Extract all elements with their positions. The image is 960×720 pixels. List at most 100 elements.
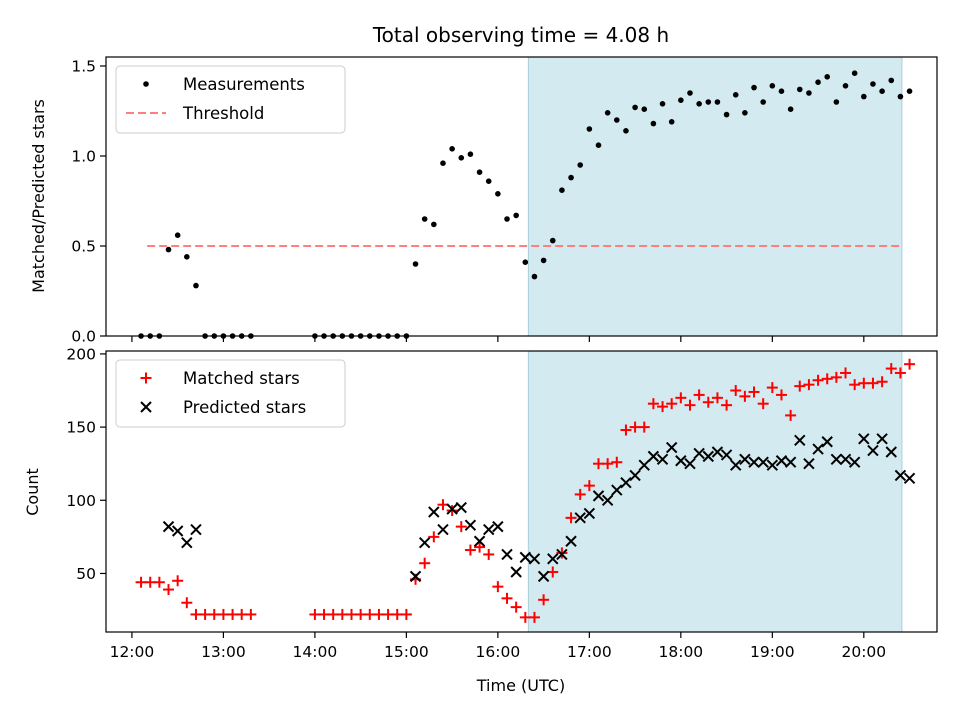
bottom-predicted-point <box>903 472 916 485</box>
bottom-matched-point <box>675 392 687 404</box>
bottom-legend-entry: Matched stars <box>140 369 300 388</box>
bottom-predicted-point <box>583 507 596 520</box>
top-point <box>586 126 593 132</box>
bottom-predicted-point <box>848 456 861 468</box>
bottom-matched-point <box>163 584 175 596</box>
bottom-predicted-point <box>519 551 532 564</box>
bottom-matched-point <box>894 367 906 379</box>
bottom-matched-point <box>181 597 193 609</box>
top-point <box>549 237 556 244</box>
bottom-matched-point <box>538 594 550 606</box>
top-point <box>632 104 638 111</box>
bottom-matched-point <box>602 458 614 470</box>
bottom-predicted-point <box>775 455 788 467</box>
top-series-0 <box>138 70 913 339</box>
bottom-x-tick-label: 17:00 <box>567 643 612 661</box>
top-legend-label: Measurements <box>183 75 305 94</box>
top-point <box>861 93 867 100</box>
bottom-y-tick-label: 50 <box>76 565 96 583</box>
bottom-y-tick-label: 200 <box>66 345 96 363</box>
top-point <box>623 128 629 134</box>
top-point <box>824 74 831 80</box>
bottom-x-tick-label: 13:00 <box>201 643 246 661</box>
top-y-tick-label: 0.0 <box>71 328 96 346</box>
top-point <box>714 99 721 105</box>
bottom-matched-point <box>739 390 751 402</box>
bottom-predicted-point <box>784 456 797 468</box>
bottom-predicted-point <box>547 553 559 565</box>
bottom-y-tick-label: 150 <box>66 419 96 437</box>
bottom-matched-point <box>885 363 897 375</box>
bottom-predicted-point <box>574 512 586 524</box>
bottom-predicted-point <box>592 490 605 502</box>
top-point <box>431 221 437 228</box>
bottom-matched-point <box>464 544 476 556</box>
bottom-x-tick-label: 14:00 <box>293 643 338 661</box>
top-point <box>732 92 739 98</box>
bottom-predicted-point <box>510 566 522 578</box>
top-point <box>568 174 574 181</box>
top-point <box>184 253 190 260</box>
bottom-predicted-point <box>537 570 550 583</box>
bottom-predicted-point <box>190 523 202 536</box>
top-point <box>696 101 702 107</box>
bottom-predicted-point <box>766 459 779 471</box>
bottom-predicted-point <box>473 535 486 547</box>
bottom-legend-box <box>115 359 346 428</box>
top-point <box>604 110 611 116</box>
bottom-x-tick-label: 16:00 <box>476 643 521 661</box>
top-point <box>778 88 785 94</box>
bottom-matched-point <box>684 399 696 411</box>
bottom-matched-point <box>748 386 760 398</box>
top-point <box>522 259 529 266</box>
bottom-matched-point <box>501 592 513 604</box>
bottom-predicted-point <box>702 450 714 463</box>
top-point <box>668 119 675 125</box>
bottom-predicted-point <box>656 453 669 466</box>
bottom-predicted-point <box>629 469 641 482</box>
bottom-matched-point <box>840 367 852 379</box>
bottom-predicted-point <box>821 436 833 448</box>
bottom-matched-point <box>556 547 568 559</box>
bottom-matched-point <box>757 398 769 410</box>
top-point <box>678 97 684 103</box>
top-point <box>760 99 766 105</box>
bottom-predicted-point <box>565 535 577 547</box>
bottom-matched-point <box>245 608 257 620</box>
bottom-matched-point <box>153 576 165 588</box>
bottom-matched-point <box>766 382 778 394</box>
top-axes-frame <box>105 56 938 337</box>
bottom-predicted-point <box>748 456 760 468</box>
bottom-matched-point <box>849 379 861 391</box>
top-panel: 0.0 0.5 1.0 1.5 Measurements Threshold <box>71 56 938 346</box>
bottom-matched-point <box>510 601 522 613</box>
bottom-matched-point <box>711 392 723 404</box>
bottom-predicted-point <box>830 453 843 466</box>
bottom-matched-point <box>483 548 495 560</box>
bottom-matched-point <box>419 557 431 569</box>
bottom-predicted-point <box>162 520 175 533</box>
top-point <box>449 146 455 152</box>
top-legend-entry: Threshold <box>126 104 264 123</box>
top-point <box>906 88 913 94</box>
top-point <box>495 191 501 197</box>
bottom-predicted-point <box>803 457 815 470</box>
bottom-matched-point <box>492 581 504 593</box>
bottom-matched-point <box>775 389 787 401</box>
bottom-predicted-point <box>611 484 623 496</box>
bottom-predicted-point <box>492 520 504 533</box>
bottom-matched-point <box>867 377 879 389</box>
top-point <box>742 110 748 116</box>
top-point <box>531 273 538 280</box>
top-point <box>595 142 602 148</box>
bottom-legend-x-swatch <box>140 401 152 413</box>
bottom-matched-point <box>611 456 623 468</box>
bottom-matched-point <box>428 531 440 543</box>
top-point <box>815 79 821 85</box>
bottom-matched-point <box>730 385 742 397</box>
bottom-shaded-region <box>527 350 903 633</box>
bottom-y-tick-label: 100 <box>66 492 96 510</box>
bottom-predicted-point <box>647 450 660 463</box>
top-point <box>796 86 803 93</box>
